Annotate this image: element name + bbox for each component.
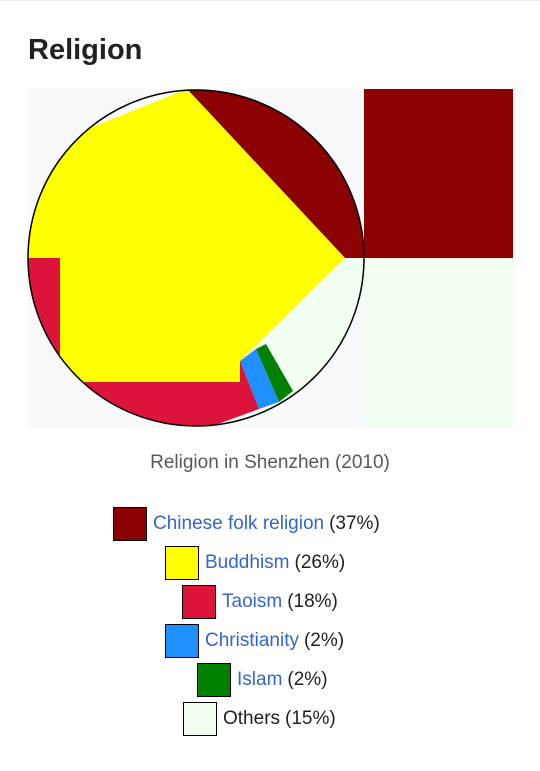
top-divider (0, 0, 540, 1)
legend-item-others: Others (15%) (183, 702, 336, 736)
legend-link[interactable]: Christianity (205, 630, 299, 651)
legend-label: Others (223, 708, 281, 729)
legend-swatch (165, 546, 199, 580)
chart-caption: Religion in Shenzhen (2010) (150, 452, 390, 473)
legend-percent: (2%) (287, 669, 328, 690)
legend-swatch (165, 624, 199, 658)
legend-percent: (2%) (303, 630, 345, 651)
pie-figure (27, 89, 513, 428)
circle-mask (27, 89, 364, 428)
slice-islam (256, 344, 293, 402)
legend-link[interactable]: Islam (237, 669, 283, 690)
legend-percent: (26%) (294, 552, 346, 573)
slice-block-chinese-folk-religion (364, 89, 513, 258)
legend-percent: (15%) (285, 708, 336, 729)
legend-percent: (37%) (329, 513, 380, 534)
legend-item-chinese-folk-religion: Chinese folk religion (37%) (113, 507, 380, 541)
legend-link[interactable]: Buddhism (205, 552, 290, 573)
legend-item-islam: Islam (2%) (197, 663, 328, 697)
legend-swatch (182, 585, 216, 619)
legend-swatch (113, 507, 147, 541)
slice-buddhism (27, 89, 345, 382)
slice-block-others (364, 258, 513, 428)
legend-percent: (18%) (287, 591, 338, 612)
legend-link[interactable]: Chinese folk religion (153, 513, 325, 534)
section-heading: Religion (28, 34, 143, 66)
slice-others (256, 258, 364, 395)
slice-christianity (240, 349, 279, 409)
legend-link[interactable]: Taoism (222, 591, 283, 612)
legend-item-buddhism: Buddhism (26%) (165, 546, 345, 580)
pie-outline (27, 89, 365, 427)
pie-chart-svg (27, 89, 513, 428)
legend-swatch (197, 663, 231, 697)
legend-item-taoism: Taoism (18%) (182, 585, 338, 619)
legend-item-christianity: Christianity (2%) (165, 624, 344, 658)
legend-swatch (183, 702, 217, 736)
